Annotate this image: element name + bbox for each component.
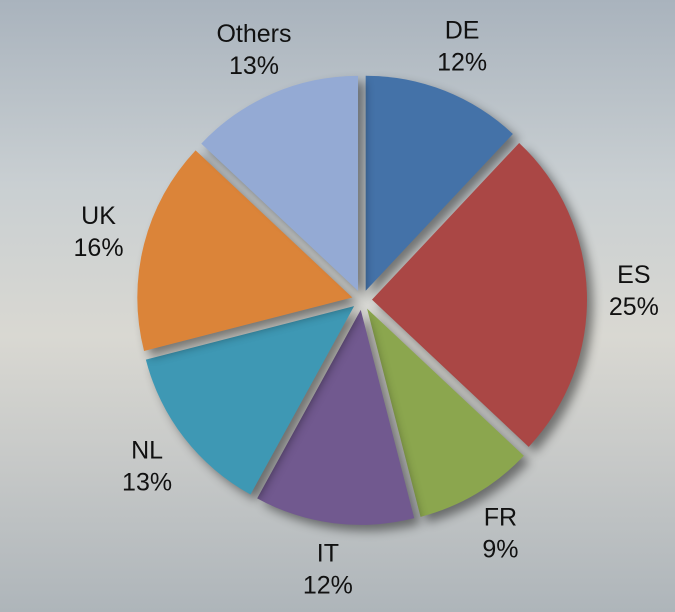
- slice-category-label: ES: [617, 261, 650, 289]
- chart-background: DE 12% ES 25% FR 9% IT 12% NL 13% UK 16% Others 13%: [0, 0, 675, 612]
- slice-category-label: Others: [216, 20, 291, 48]
- slice-category-label: UK: [81, 202, 116, 230]
- chart: DE 12% ES 25% FR 9% IT 12% NL 13% UK 16% Others 13%: [0, 0, 675, 612]
- slice-category-label: DE: [445, 17, 480, 45]
- slice-value-label: 13%: [229, 52, 279, 80]
- slice-value-label: 16%: [74, 234, 124, 262]
- slice-value-label: 13%: [122, 468, 172, 496]
- slice-value-label: 12%: [303, 571, 353, 599]
- slice-value-label: 25%: [609, 293, 659, 321]
- slice-value-label: 9%: [482, 536, 518, 564]
- slice-value-label: 12%: [437, 49, 487, 77]
- slice-category-label: FR: [484, 504, 517, 532]
- slice-category-label: NL: [131, 436, 163, 464]
- slice-category-label: IT: [317, 539, 339, 567]
